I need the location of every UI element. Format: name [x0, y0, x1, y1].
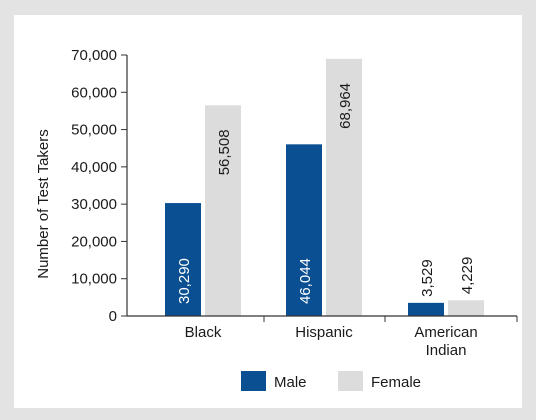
x-category-label: Hispanic	[295, 324, 353, 341]
y-tick-label: 20,000	[71, 233, 117, 250]
data-label-female-2: 4,229	[459, 257, 476, 295]
y-tick-label: 40,000	[71, 159, 117, 176]
data-label-male-0: 30,290	[176, 258, 193, 304]
data-label-male-1: 46,044	[297, 258, 314, 304]
data-label-female-0: 56,508	[216, 129, 233, 175]
legend-label-female: Female	[371, 374, 421, 391]
bar-male-1	[286, 144, 322, 316]
x-category-label: Black	[185, 324, 222, 341]
x-category-label: Indian	[426, 342, 467, 359]
bar-female-0	[205, 105, 241, 317]
y-tick-label: 50,000	[71, 122, 117, 139]
data-label-male-2: 3,529	[419, 259, 436, 297]
y-tick-label: 30,000	[71, 196, 117, 213]
y-tick-label: 10,000	[71, 271, 117, 288]
bar-male-2	[408, 302, 444, 316]
bar-female-1	[326, 58, 362, 317]
y-axis-title: Number of Test Takers	[35, 129, 52, 279]
bar-female-2	[448, 300, 484, 316]
y-tick-label: 70,000	[71, 47, 117, 64]
bar-male-0	[165, 203, 201, 316]
legend-swatch-female	[338, 371, 363, 391]
legend-swatch-male	[241, 371, 266, 391]
legend-label-male: Male	[274, 374, 307, 391]
y-tick-label: 60,000	[71, 84, 117, 101]
x-category-label: American	[414, 324, 477, 341]
chart-panel: Number of Test Takers 0 10,000 20,000 30,00…	[14, 15, 522, 408]
y-tick-label: 0	[109, 308, 117, 325]
data-label-female-1: 68,964	[337, 83, 354, 129]
